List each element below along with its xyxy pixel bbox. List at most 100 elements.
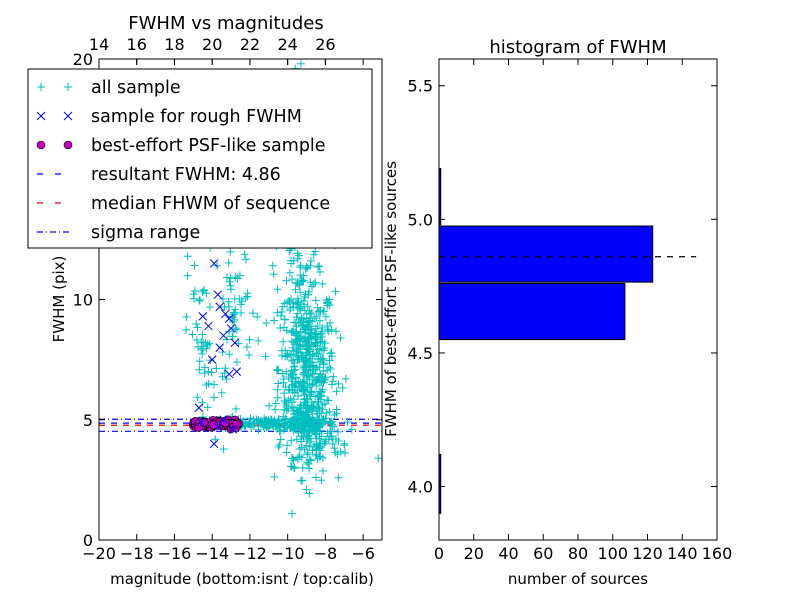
all-sample-point bbox=[332, 405, 341, 414]
all-sample-point bbox=[284, 404, 293, 413]
all-sample-point bbox=[270, 472, 279, 481]
scatter-top-tick-label: 24 bbox=[277, 35, 297, 54]
all-sample-point bbox=[295, 280, 304, 289]
all-sample-point bbox=[299, 314, 308, 323]
all-sample-point bbox=[307, 388, 316, 397]
scatter-x-tick-label: −8 bbox=[314, 544, 338, 563]
legend-marker-psf-sample bbox=[63, 140, 73, 150]
all-sample-point bbox=[323, 366, 332, 375]
all-sample-point bbox=[297, 422, 306, 431]
all-sample-point bbox=[205, 339, 214, 348]
all-sample-point bbox=[287, 295, 296, 304]
all-sample-point bbox=[328, 422, 337, 431]
all-sample-point bbox=[315, 267, 324, 276]
all-sample-point bbox=[226, 247, 235, 256]
histogram-x-tick-label: 40 bbox=[498, 544, 518, 563]
all-sample-point bbox=[224, 302, 233, 311]
all-sample-point bbox=[200, 363, 209, 372]
all-sample-point bbox=[275, 440, 284, 449]
all-sample-point bbox=[301, 401, 310, 410]
histogram-y-tick-label: 4.0 bbox=[408, 478, 433, 497]
legend-marker-all-sample bbox=[64, 83, 72, 91]
all-sample-point bbox=[320, 339, 329, 348]
all-sample-point bbox=[287, 509, 296, 518]
histogram-x-label: number of sources bbox=[508, 570, 648, 588]
all-sample-point bbox=[305, 390, 314, 399]
all-sample-point bbox=[306, 316, 315, 325]
all-sample-point bbox=[212, 364, 221, 373]
all-sample-point bbox=[249, 309, 258, 318]
all-sample-point bbox=[277, 307, 286, 316]
all-sample-point bbox=[319, 356, 328, 365]
all-sample-point bbox=[232, 358, 241, 367]
all-sample-point bbox=[202, 381, 211, 390]
all-sample-point bbox=[272, 366, 281, 375]
histogram-x-tick-label: 0 bbox=[434, 544, 444, 563]
all-sample-point bbox=[330, 444, 339, 453]
all-sample-point bbox=[279, 337, 288, 346]
all-sample-point bbox=[315, 316, 324, 325]
all-sample-point bbox=[309, 250, 318, 259]
all-sample-point bbox=[297, 315, 306, 324]
all-sample-point bbox=[318, 279, 327, 288]
all-sample-point bbox=[190, 286, 199, 295]
all-sample-point bbox=[230, 315, 239, 324]
all-sample-point bbox=[316, 388, 325, 397]
scatter-y-tick-label: 10 bbox=[73, 291, 93, 310]
all-sample-point bbox=[303, 383, 312, 392]
scatter-y-label: FWHM (pix) bbox=[50, 256, 68, 343]
all-sample-point bbox=[336, 447, 345, 456]
all-sample-point bbox=[280, 389, 289, 398]
histogram-y-tick-label: 4.5 bbox=[408, 344, 433, 363]
all-sample-point bbox=[307, 309, 316, 318]
all-sample-point bbox=[303, 356, 312, 365]
all-sample-point bbox=[260, 414, 269, 423]
all-sample-point bbox=[331, 287, 340, 296]
histogram-bar bbox=[439, 225, 654, 283]
all-sample-point bbox=[237, 297, 246, 306]
all-sample-point bbox=[304, 366, 313, 375]
scatter-x-tick-label: −16 bbox=[158, 544, 192, 563]
legend-box bbox=[27, 68, 373, 249]
rough-sample-point bbox=[213, 422, 223, 432]
histogram-x-tick-label: 60 bbox=[533, 544, 553, 563]
all-sample-point bbox=[195, 295, 204, 304]
all-sample-point bbox=[288, 454, 297, 463]
all-sample-point bbox=[311, 473, 320, 482]
all-sample-point bbox=[229, 308, 238, 317]
all-sample-point bbox=[306, 256, 315, 265]
all-sample-point bbox=[183, 271, 192, 280]
all-sample-point bbox=[314, 398, 323, 407]
histogram-y-tick-label: 5.5 bbox=[408, 77, 433, 96]
all-sample-point bbox=[329, 372, 338, 381]
legend-label-median-fwhm: median FHWM of sequence bbox=[91, 194, 330, 214]
all-sample-point bbox=[225, 277, 234, 286]
all-sample-point bbox=[317, 327, 326, 336]
legend-marker-psf-sample bbox=[36, 140, 46, 150]
histogram-bars bbox=[439, 168, 654, 514]
all-sample-point bbox=[303, 302, 312, 311]
all-sample-point bbox=[261, 352, 270, 361]
all-sample-point bbox=[218, 348, 227, 357]
all-sample-point bbox=[296, 261, 305, 270]
all-sample-point bbox=[244, 418, 253, 427]
scatter-x-tick-label: −20 bbox=[82, 544, 116, 563]
all-sample-point bbox=[334, 473, 343, 482]
all-sample-point bbox=[294, 355, 303, 364]
all-sample-point bbox=[288, 380, 297, 389]
all-sample-point bbox=[270, 316, 279, 325]
all-sample-point bbox=[283, 423, 292, 432]
all-sample-point bbox=[286, 303, 295, 312]
all-sample-point bbox=[308, 446, 317, 455]
scatter-top-tick-label: 14 bbox=[89, 35, 109, 54]
all-sample-point bbox=[280, 315, 289, 324]
rough-sample-point bbox=[215, 302, 225, 312]
all-sample-point bbox=[253, 312, 262, 321]
all-sample-point bbox=[334, 379, 343, 388]
all-sample-point bbox=[300, 292, 309, 301]
all-sample-point bbox=[288, 275, 297, 284]
all-sample-point bbox=[340, 439, 349, 448]
all-sample-point bbox=[336, 333, 345, 342]
all-sample-point bbox=[182, 325, 191, 334]
all-sample-point bbox=[322, 408, 331, 417]
